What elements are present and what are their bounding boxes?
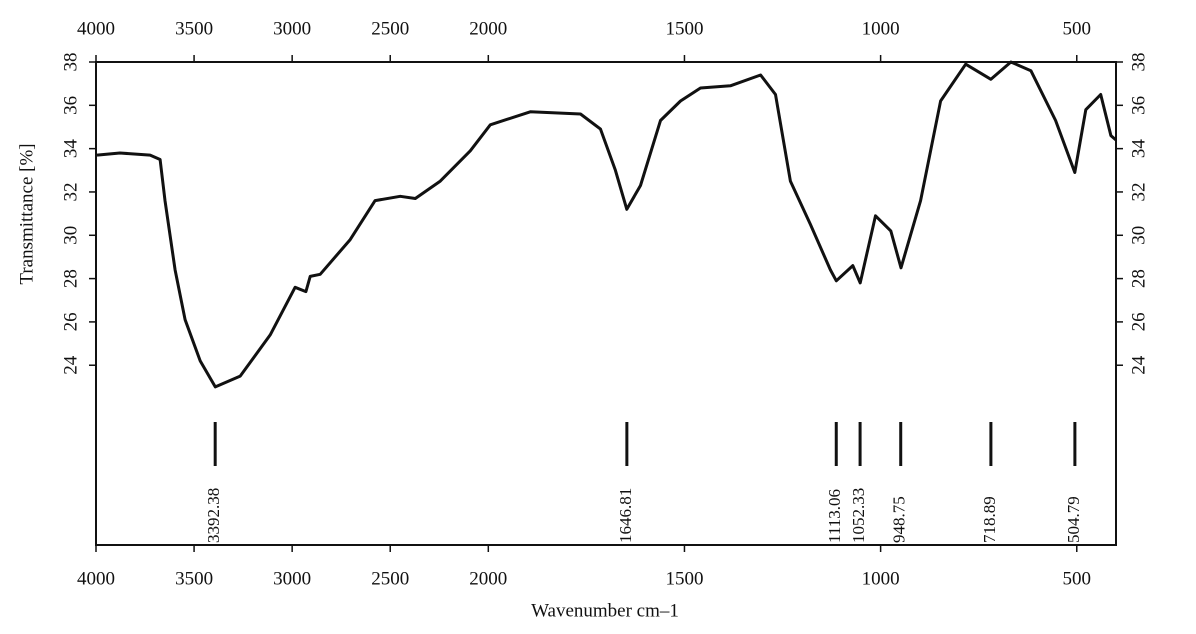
y-axis-label: Transmittance [%] — [16, 143, 37, 284]
peak-label: 948.75 — [890, 496, 909, 543]
y-tick-label: 26 — [60, 312, 81, 331]
y-tick-label: 36 — [60, 96, 81, 115]
x-tick-label: 1500 — [665, 568, 703, 589]
y-tick-label: 30 — [60, 226, 81, 245]
y-tick-label-right: 38 — [1128, 53, 1149, 72]
x-tick-label: 4000 — [77, 568, 115, 589]
y-tick-label-right: 24 — [1128, 355, 1149, 375]
y-tick-label-right: 32 — [1128, 182, 1149, 201]
x-tick-label: 2000 — [469, 568, 507, 589]
peak-label: 3392.38 — [204, 488, 223, 543]
y-tick-label-right: 36 — [1128, 96, 1149, 115]
y-tick-label: 28 — [60, 269, 81, 288]
x-tick-label-top: 3000 — [273, 18, 311, 39]
x-tick-label-top: 500 — [1063, 18, 1092, 39]
y-tick-label: 24 — [60, 355, 81, 375]
y-tick-label-right: 30 — [1128, 226, 1149, 245]
peak-label: 1113.06 — [825, 489, 844, 543]
x-tick-label-top: 3500 — [175, 18, 213, 39]
x-tick-label-top: 1500 — [665, 18, 703, 39]
y-tick-label-right: 34 — [1128, 139, 1149, 159]
peak-label: 718.89 — [980, 496, 999, 543]
x-tick-label-top: 2500 — [371, 18, 409, 39]
x-tick-label-top: 1000 — [862, 18, 900, 39]
x-tick-label: 3000 — [273, 568, 311, 589]
spectrum-line — [96, 60, 1117, 389]
x-tick-label: 500 — [1063, 568, 1092, 589]
y-tick-label: 34 — [60, 139, 81, 159]
x-tick-label-top: 2000 — [469, 18, 507, 39]
x-tick-label: 2500 — [371, 568, 409, 589]
peak-label: 1646.81 — [616, 488, 635, 543]
y-tick-label: 38 — [60, 53, 81, 72]
plot-frame — [95, 61, 1117, 546]
y-tick-label-right: 28 — [1128, 269, 1149, 288]
peak-label: 1052.33 — [849, 488, 868, 543]
x-axis-label: Wavenumber cm–1 — [531, 600, 679, 621]
y-tick-label-right: 26 — [1128, 312, 1149, 331]
x-tick-label: 1000 — [862, 568, 900, 589]
x-tick-label: 3500 — [175, 568, 213, 589]
x-tick-label-top: 4000 — [77, 18, 115, 39]
y-tick-label: 32 — [60, 182, 81, 201]
peak-label: 504.79 — [1064, 496, 1083, 543]
